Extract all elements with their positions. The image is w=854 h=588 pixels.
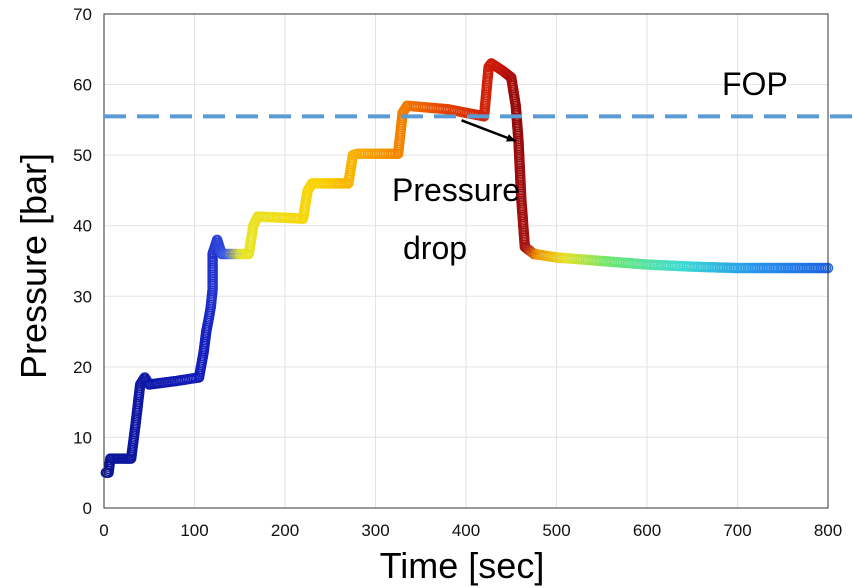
x-tick-labels: 0 100 200 300 400 500 600 700 800 <box>99 521 842 540</box>
y-tick-label: 40 <box>73 217 92 236</box>
y-tick-label: 0 <box>83 499 92 518</box>
x-tick-label: 200 <box>271 521 299 540</box>
fop-label: FOP <box>722 66 788 102</box>
y-tick-label: 30 <box>73 287 92 306</box>
x-tick-label: 400 <box>452 521 480 540</box>
plot-frame <box>103 13 829 509</box>
pressure-drop-arrow <box>461 119 517 143</box>
y-tick-label: 20 <box>73 358 92 377</box>
y-axis-title: Pressure [bar] <box>13 153 54 379</box>
x-tick-label: 300 <box>361 521 389 540</box>
annotation-line-2: drop <box>403 230 467 266</box>
x-tick-label: 800 <box>814 521 842 540</box>
y-tick-label: 70 <box>73 5 92 24</box>
x-tick-label: 100 <box>180 521 208 540</box>
x-tick-label: 0 <box>99 521 108 540</box>
x-tick-label: 600 <box>633 521 661 540</box>
x-tick-label: 500 <box>542 521 570 540</box>
y-tick-label: 10 <box>73 428 92 447</box>
y-tick-label: 50 <box>73 146 92 165</box>
y-tick-label: 60 <box>73 76 92 95</box>
x-tick-label: 700 <box>723 521 751 540</box>
y-tick-labels: 0 10 20 30 40 50 60 70 <box>73 5 92 518</box>
x-axis-title: Time [sec] <box>380 545 545 586</box>
annotation-line-1: Pressure <box>392 172 520 208</box>
